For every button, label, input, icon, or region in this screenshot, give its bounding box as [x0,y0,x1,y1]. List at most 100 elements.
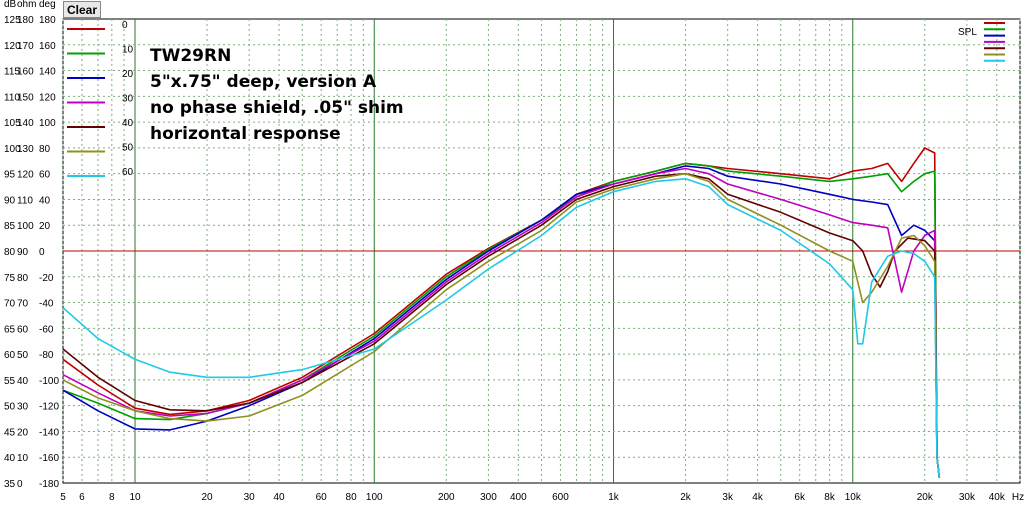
y-tick-label: 75 [4,273,16,284]
y-tick-label: 45 [4,427,16,438]
x-unit-label: Hz [1012,492,1024,503]
y-tick-label: 95 [4,170,16,181]
annotation-shim: no phase shield, .05" shim [150,98,404,118]
y-tick-label: 0 [17,479,23,490]
series-line-50 [62,172,941,478]
series-line-60 [62,178,941,478]
legend-label-20: 20 [122,69,134,80]
y-tick-label: 70 [4,299,16,310]
y-tick-label: 150 [17,92,34,103]
x-tick-label: 2k [680,492,692,503]
y-tick-label: 140 [39,67,56,78]
annotation-title: TW29RN [150,46,232,66]
x-tick-label: 10 [129,492,141,503]
legend-spl-label: SPL [958,27,977,38]
y-tick-label: 90 [17,247,29,258]
y-tick-label: 115 [4,67,20,78]
x-tick-label: 30k [959,492,976,503]
y-tick-label: -120 [39,402,59,413]
y-tick-label: 100 [17,221,34,232]
y-tick-label: 40 [39,195,51,206]
y-tick-label: 130 [17,144,34,155]
x-tick-label: 6k [794,492,806,503]
y-tick-label: -160 [39,453,59,464]
y-tick-label: 170 [17,41,34,52]
legend-label-0: 0 [122,20,128,31]
x-tick-label: 600 [552,492,569,503]
series-line-20 [62,165,941,478]
legend-label-50: 50 [122,143,134,154]
x-tick-label: 10k [845,492,862,503]
x-tick-label: 20k [917,492,934,503]
y-tick-label: 70 [17,299,29,310]
x-tick-label: 20 [201,492,213,503]
y-tick-label: 90 [4,195,16,206]
y-tick-label: 100 [4,144,21,155]
y-tick-label: 65 [4,324,16,335]
y-tick-label: -40 [39,299,54,310]
y-tick-label: 40 [17,376,29,387]
annotation-enclosure: 5"x.75" deep, version A [150,72,377,92]
y-axis-header-label: dB [4,0,17,10]
legend-label-10: 10 [122,45,134,56]
y-tick-label: 140 [17,118,34,129]
y-tick-label: 160 [39,41,56,52]
y-tick-label: 10 [17,453,29,464]
x-tick-label: 6 [79,492,85,503]
y-tick-label: -100 [39,376,59,387]
y-tick-label: 80 [39,144,51,155]
y-tick-label: 40 [4,453,16,464]
x-tick-label: 40 [274,492,286,503]
clear-button[interactable]: Clear [63,1,101,18]
x-tick-label: 8k [824,492,836,503]
y-tick-label: 180 [39,15,56,26]
y-tick-label: 35 [4,479,16,490]
y-axis-header-label: deg [39,0,56,10]
y-tick-label: 55 [4,376,16,387]
x-tick-label: 300 [480,492,497,503]
legend-label-40: 40 [122,118,134,129]
y-tick-label: 85 [4,221,16,232]
legend-label-60: 60 [122,167,134,178]
y-tick-label: 60 [17,324,29,335]
x-tick-label: 4k [752,492,764,503]
x-tick-label: 8 [109,492,115,503]
x-tick-label: 3k [722,492,734,503]
y-tick-label: 50 [17,350,29,361]
y-tick-label: 180 [17,15,34,26]
y-tick-label: 30 [17,402,29,413]
y-axis-header-label: ohm [17,0,36,10]
y-tick-label: -140 [39,427,59,438]
y-tick-label: -20 [39,273,54,284]
y-tick-label: 20 [39,221,51,232]
y-tick-label: -80 [39,350,54,361]
annotation-response: horizontal response [150,124,341,144]
y-tick-label: 120 [17,170,34,181]
y-tick-label: -60 [39,324,54,335]
legend-label-30: 30 [122,94,134,105]
y-tick-label: 120 [4,41,21,52]
x-tick-label: 200 [438,492,455,503]
y-tick-label: 20 [17,427,29,438]
y-tick-label: 105 [4,118,21,129]
y-tick-label: 120 [39,92,56,103]
y-tick-label: 80 [17,273,29,284]
x-tick-label: 1k [608,492,620,503]
y-tick-label: 60 [4,350,16,361]
y-tick-label: 110 [4,92,20,103]
y-tick-label: 100 [39,118,56,129]
y-tick-label: -180 [39,479,59,490]
x-tick-label: 400 [510,492,527,503]
y-tick-label: 125 [4,15,21,26]
y-tick-label: 110 [17,195,33,206]
series-line-30 [62,167,941,478]
x-tick-label: 30 [244,492,256,503]
x-tick-label: 40k [989,492,1006,503]
x-tick-label: 5 [60,492,66,503]
x-tick-label: 60 [316,492,328,503]
y-tick-label: 0 [39,247,45,258]
x-tick-label: 80 [346,492,358,503]
y-tick-label: 160 [17,67,34,78]
x-tick-label: 100 [366,492,383,503]
